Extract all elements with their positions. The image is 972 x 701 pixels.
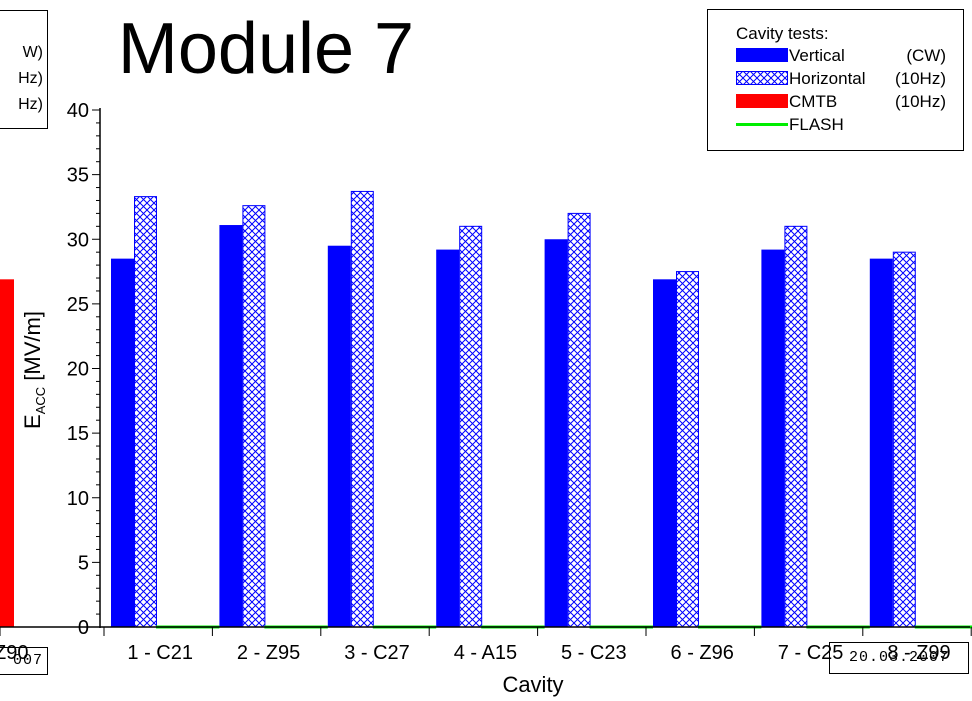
legend-swatch-horizontal: [736, 71, 788, 85]
y-axis-label: EACC [MV/m]: [20, 311, 48, 429]
legend: Cavity tests: Vertical (CW) Horizontal (…: [707, 9, 964, 151]
bar-horizontal: [459, 225, 483, 628]
legend-item-cmtb: CMTB (10Hz): [736, 92, 962, 112]
legend-label-vertical: Vertical: [789, 46, 845, 65]
bar-vertical: [327, 245, 351, 627]
legend-unit-cmtb: (10Hz): [894, 92, 946, 111]
bar-vertical: [436, 249, 460, 627]
legend-title: Cavity tests:: [736, 24, 829, 43]
bar-horizontal: [784, 225, 808, 628]
y-tick-label: 10: [67, 488, 89, 510]
bar-vertical: [869, 258, 893, 627]
bar-horizontal: [242, 205, 266, 628]
x-tick-label: 1 - C21: [127, 642, 193, 664]
bar-vertical: [544, 239, 568, 627]
bar-horizontal: [567, 212, 591, 628]
plot-area: 0 5 10 15 20 25 30 35 40 1 - C21 2 - Z95 3 - C27 4 -…: [0, 100, 972, 664]
legend-label-flash: FLASH: [789, 115, 844, 134]
bar-vertical: [653, 279, 676, 627]
legend-item-horizontal: Horizontal (10Hz): [736, 69, 962, 89]
legend-item-flash: FLASH: [736, 115, 962, 135]
x-tick-label: 2 - Z95: [237, 642, 300, 664]
legend-swatch-flash: [736, 123, 788, 126]
x-tick-label: 5 - C23: [561, 642, 627, 664]
bar-horizontal: [892, 251, 916, 628]
bar-horizontal: [676, 271, 699, 628]
legend-unit-vertical: (CW): [906, 46, 946, 65]
y-tick-label: 30: [67, 229, 89, 251]
cropped-left-legend: W) Hz) Hz): [0, 10, 48, 129]
bar-horizontal: [134, 196, 157, 628]
bar-horizontal: [350, 190, 374, 628]
y-tick-label: 0: [78, 617, 89, 639]
x-tick-label: 8 - Z99: [887, 642, 950, 664]
legend-swatch-cmtb: [736, 94, 788, 108]
legend-unit-horizontal: (10Hz): [894, 69, 946, 88]
cropped-date-box: 007: [0, 647, 48, 675]
x-tick-label: 6 - Z96: [671, 642, 734, 664]
bar-vertical: [761, 249, 785, 627]
bar-vertical: [219, 225, 243, 627]
y-tick-label: 20: [67, 359, 89, 381]
y-tick-label: 5: [78, 552, 89, 574]
x-tick-label: 7 - C25: [778, 642, 844, 664]
date-box: 20.03.2007: [829, 642, 969, 674]
chart-title: Module 7: [118, 9, 414, 89]
bar-vertical: [111, 258, 134, 627]
y-tick-label: 35: [67, 165, 89, 187]
legend-label-cmtb: CMTB: [789, 92, 838, 111]
y-tick-label: 40: [67, 100, 89, 122]
y-tick-label: 15: [67, 423, 89, 445]
legend-swatch-vertical: [736, 48, 788, 62]
cropped-legend-text-3: Hz): [18, 96, 43, 113]
bar-cmtb-partial: [0, 279, 14, 627]
legend-label-horizontal: Horizontal: [789, 69, 866, 88]
cropped-legend-text-2: Hz): [18, 70, 43, 87]
x-tick-label: 3 - C27: [344, 642, 410, 664]
x-axis-label: Cavity: [502, 672, 563, 697]
y-tick-label: 25: [67, 294, 89, 316]
cropped-legend-text-1: W): [22, 44, 43, 61]
x-tick-label: 4 - A15: [454, 642, 517, 664]
legend-item-vertical: Vertical (CW): [736, 46, 962, 66]
